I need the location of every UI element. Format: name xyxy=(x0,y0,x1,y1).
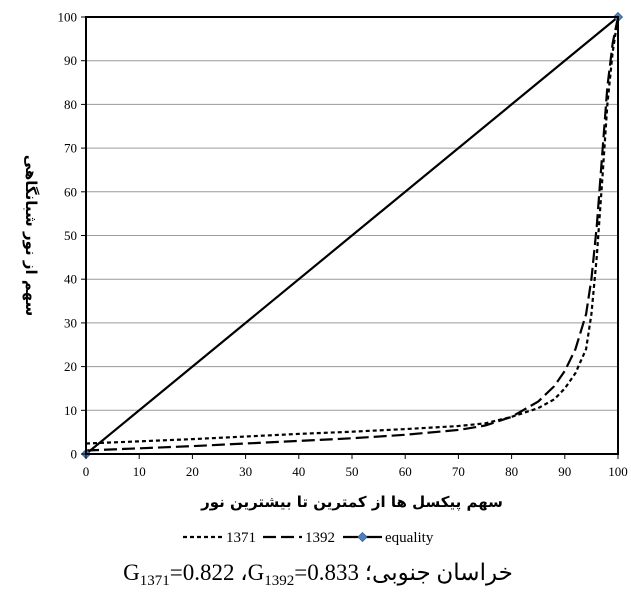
legend-item-equality: equality xyxy=(343,530,434,546)
legend-label-equality: equality xyxy=(385,530,434,546)
y-tick-label-20: 20 xyxy=(64,359,77,374)
y-tick-label-0: 0 xyxy=(71,447,78,462)
legend-label-1371: 1371 xyxy=(226,530,256,546)
x-tick-label-100: 100 xyxy=(608,464,628,479)
chart-caption: خراسان جنوبی؛ G1371​=0.822 ،G1392​=0.833 xyxy=(123,560,513,589)
x-tick-label-30: 30 xyxy=(239,464,252,479)
y-tick-label-100: 100 xyxy=(58,10,78,25)
series-line-1371 xyxy=(85,16,620,445)
y-tick-label-50: 50 xyxy=(64,228,77,243)
y-tick-label-70: 70 xyxy=(64,141,77,156)
y-tick-label-10: 10 xyxy=(64,403,77,418)
x-tick-label-50: 50 xyxy=(346,464,359,479)
y-tick-label-30: 30 xyxy=(64,315,77,330)
x-tick-label-60: 60 xyxy=(399,464,412,479)
legend: 1371 1392 equality xyxy=(183,530,434,546)
y-tick-label-60: 60 xyxy=(64,184,77,199)
legend-item-1371: 1371 xyxy=(183,530,256,546)
legend-item-1392: 1392 xyxy=(263,530,335,546)
y-tick-label-40: 40 xyxy=(64,272,77,287)
x-tick-label-70: 70 xyxy=(452,464,465,479)
y-axis-title: سهم از نور شبانگاهی xyxy=(22,155,40,317)
series-line-equality xyxy=(85,16,619,455)
y-tick-label-80: 80 xyxy=(64,97,77,112)
x-tick-label-80: 80 xyxy=(505,464,518,479)
x-tick-label-40: 40 xyxy=(292,464,305,479)
y-tick-label-90: 90 xyxy=(64,53,77,68)
series-1371 xyxy=(85,16,620,445)
legend-marker-equality xyxy=(357,531,368,543)
x-tick-label-0: 0 xyxy=(83,464,90,479)
x-tick-label-90: 90 xyxy=(558,464,571,479)
x-tick-label-20: 20 xyxy=(186,464,199,479)
series-layer xyxy=(80,11,624,460)
x-axis-title: سهم پیکسل ها از کمترین تا بیشترین نور xyxy=(200,493,503,512)
x-tick-label-10: 10 xyxy=(133,464,146,479)
series-line-1392 xyxy=(85,16,620,452)
series-1392 xyxy=(85,16,620,452)
x-axis-ticks: 0 10 20 30 40 50 60 70 80 90 100 xyxy=(83,454,628,479)
legend-label-1392: 1392 xyxy=(305,530,335,546)
y-axis-ticks: 0 10 20 30 40 50 60 70 80 90 100 xyxy=(58,10,86,462)
